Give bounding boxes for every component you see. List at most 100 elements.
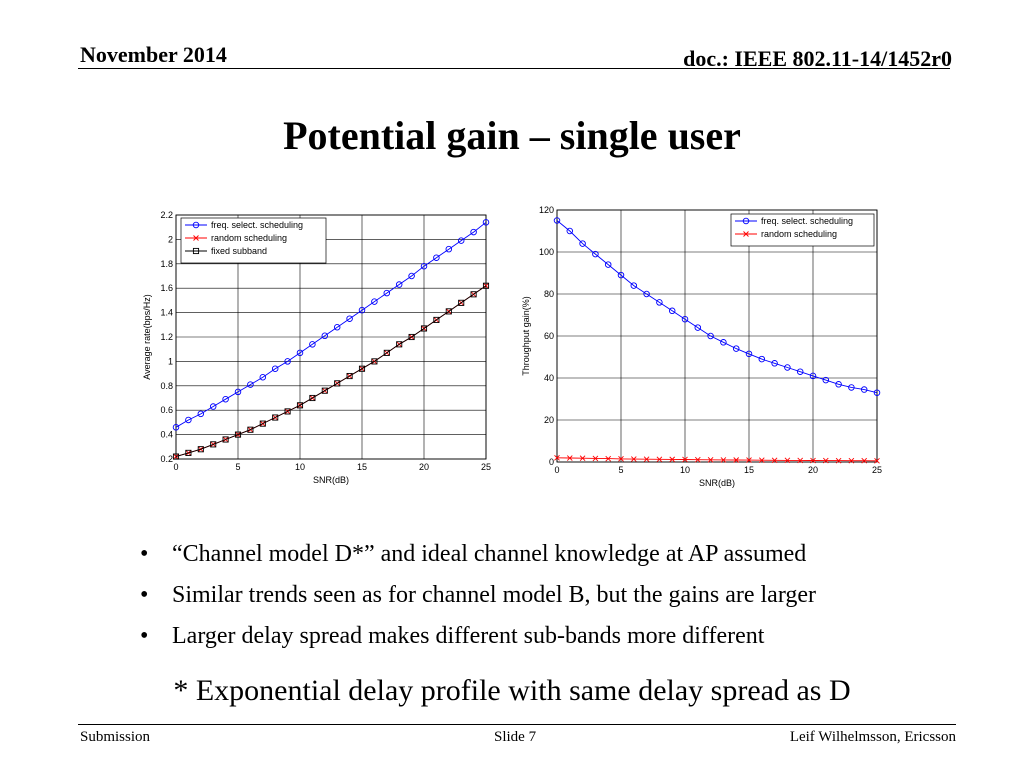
data-point [682,456,688,463]
legend-marker [743,231,749,237]
x-tick-label: 5 [235,462,240,472]
data-point [309,394,316,402]
x-tick-label: 10 [295,462,305,472]
data-point [334,380,341,387]
data-point [733,457,740,463]
data-point [259,420,266,427]
bullet-item: • “Channel model D*” and ideal channel kn… [140,537,1000,578]
data-point [234,388,242,396]
legend-marker [192,221,200,229]
bullet-marker: • [140,623,149,649]
data-point [210,441,217,448]
data-point [848,457,855,464]
plot-frame [556,209,878,463]
data-point [396,341,403,348]
data-point [592,455,599,462]
data-point [333,323,341,331]
data-point [822,376,830,384]
slide-title: Potential gain – single user [283,113,741,158]
y-tick-label: 0.8 [160,381,173,391]
data-point [669,456,676,463]
footer-slide-number: Slide 7 [494,729,537,745]
data-point [470,228,477,236]
data-point [618,456,624,462]
y-tick-label: 1.6 [160,283,173,293]
data-point [321,387,328,394]
y-tick-label: 80 [544,289,554,299]
data-point [222,395,229,403]
series-line [556,457,878,462]
data-point [707,332,714,340]
average-rate-chart: 0 5 10 15 20 25 0.2 0.4 0.6 0.8 1 1.2 1.4 1.6 1.8 2 2.2 S… [142,210,491,485]
data-point [554,454,560,461]
throughput-gain-chart: 0 5 10 15 20 25 0 20 40 60 80 100 120 SNR(dB) Throughp… [521,205,882,488]
series-line [175,285,487,458]
plot-frame [175,214,487,460]
data-point [358,306,366,314]
y-tick-label: 0.6 [160,405,173,415]
data-point [271,365,279,372]
footnote: * Exponential delay profile with same de… [173,674,851,707]
legend-entry: freq. select. scheduling [211,220,303,230]
series-freq-select-scheduling [172,219,490,431]
x-axis-label: SNR(dB) [313,475,349,485]
data-point [605,455,612,462]
data-point [321,332,329,340]
data-point [172,453,180,460]
y-tick-label: 0 [549,457,554,467]
y-tick-label: 0.2 [160,454,173,464]
bullet-marker: • [140,541,149,567]
data-point [247,381,254,388]
data-point [835,381,842,388]
data-point [822,457,829,464]
data-point [758,355,766,363]
y-axis-label: Average rate(bps/Hz) [142,294,152,379]
data-point [873,389,881,396]
header-document-id: doc.: IEEE 802.11-14/1452r0 [683,46,952,71]
data-point [296,402,304,409]
data-point [630,282,638,289]
data-point [617,271,625,279]
data-point [433,254,440,261]
data-point [172,424,180,431]
data-point [810,457,816,464]
x-tick-label: 15 [357,462,367,472]
legend-marker [193,235,199,241]
data-point [784,364,791,371]
data-point [247,426,254,433]
data-point [579,455,586,462]
y-tick-label: 1.2 [160,332,173,342]
data-point [656,456,663,463]
data-point [604,261,612,268]
x-tick-label: 20 [419,462,429,472]
bullet-item: • Larger delay spread makes different sub… [140,619,1000,660]
y-tick-label: 20 [544,415,554,425]
data-point [874,457,880,464]
x-tick-label: 10 [680,465,690,475]
data-point [222,436,229,443]
bullet-text: “Channel model D*” and ideal channel kno… [172,541,807,567]
data-point [185,416,192,424]
data-point [566,227,574,235]
data-point [566,455,573,461]
legend-marker [742,217,750,225]
data-point [848,384,855,391]
y-tick-label: 1.8 [160,259,173,269]
data-point [272,414,279,421]
bullet-list: • “Channel model D*” and ideal channel kn… [140,537,1000,660]
y-tick-label: 40 [544,373,554,383]
series-random-scheduling [554,454,880,464]
data-point [732,345,740,352]
data-point [745,350,753,358]
data-point [371,298,378,305]
data-point [309,341,316,348]
data-point [408,272,415,280]
data-point [771,360,778,367]
data-point [681,315,689,323]
data-point [197,446,204,453]
x-tick-label: 25 [872,465,882,475]
data-point [445,245,453,253]
data-point [553,217,561,224]
footer-author: Leif Wilhelmsson, Ericsson [789,729,956,745]
data-point [458,299,465,306]
